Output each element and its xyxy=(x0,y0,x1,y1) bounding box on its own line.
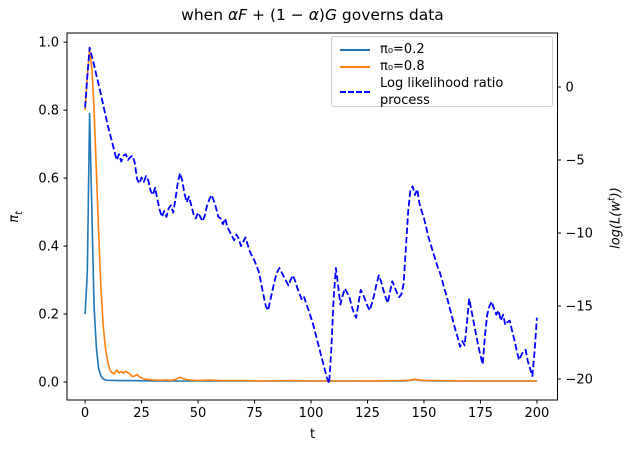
left-y-tick-label: 1.0 xyxy=(38,36,59,51)
legend-item-pi0-0.2: π₀=0.2 xyxy=(340,41,544,58)
title-part: ) xyxy=(318,6,325,24)
x-tick-label: 200 xyxy=(525,406,550,421)
x-tick-label: 100 xyxy=(299,406,324,421)
x-tick-label: 50 xyxy=(190,406,207,421)
title-part: αF xyxy=(227,6,248,24)
legend-swatch-2 xyxy=(340,91,370,93)
right-y-tick-label: −20 xyxy=(566,372,593,387)
x-tick-label: 25 xyxy=(133,406,150,421)
chart-title: when αF + (1 − α)G governs data xyxy=(67,6,558,24)
pi-subscript: t xyxy=(13,211,25,215)
pi-symbol: π xyxy=(7,214,23,223)
legend-label: π₀=0.2 xyxy=(380,42,425,57)
x-tick-label: 0 xyxy=(81,406,89,421)
right-y-axis-label: log(L(wt)) xyxy=(606,187,623,249)
title-part: when xyxy=(181,6,228,24)
left-y-tick-label: 0.2 xyxy=(38,308,59,323)
x-tick-label: 150 xyxy=(412,406,437,421)
legend: π₀=0.2 π₀=0.8 Log likelihood ratio proce… xyxy=(331,36,553,109)
right-y-tick-label: 0 xyxy=(566,81,574,96)
left-y-tick-label: 0.4 xyxy=(38,240,59,255)
log-label-pre: log(L(w xyxy=(608,200,624,249)
x-tick-label: 175 xyxy=(468,406,493,421)
left-y-tick-label: 0.0 xyxy=(38,375,59,390)
x-tick-label: 75 xyxy=(246,406,263,421)
legend-item-log-likelihood: Log likelihood ratio process xyxy=(340,75,544,109)
legend-swatch-1 xyxy=(340,65,370,68)
x-tick-label: 125 xyxy=(355,406,380,421)
title-part: G xyxy=(324,6,337,24)
x-axis-label: t xyxy=(309,427,316,442)
axes-frame xyxy=(66,32,558,401)
legend-label: π₀=0.8 xyxy=(380,59,425,74)
series-line-1 xyxy=(84,48,537,382)
log-label-sup: t xyxy=(606,197,618,201)
legend-swatch-0 xyxy=(340,48,370,51)
legend-item-pi0-0.8: π₀=0.8 xyxy=(340,58,544,75)
series-line-2 xyxy=(84,46,538,385)
title-part: + (1 − xyxy=(247,6,309,24)
legend-label: Log likelihood ratio process xyxy=(380,76,504,108)
left-y-axis-label: πt xyxy=(7,211,25,223)
left-y-tick-label: 0.6 xyxy=(38,172,59,187)
left-y-tick-label: 0.8 xyxy=(38,104,59,119)
right-y-tick-label: −10 xyxy=(566,226,593,241)
title-part: governs data xyxy=(337,6,444,24)
series-line-0 xyxy=(84,112,537,382)
right-y-tick-label: −5 xyxy=(566,154,585,169)
title-part: α xyxy=(308,6,319,24)
log-label-post: )) xyxy=(608,187,624,198)
right-y-tick-label: −15 xyxy=(566,299,593,314)
